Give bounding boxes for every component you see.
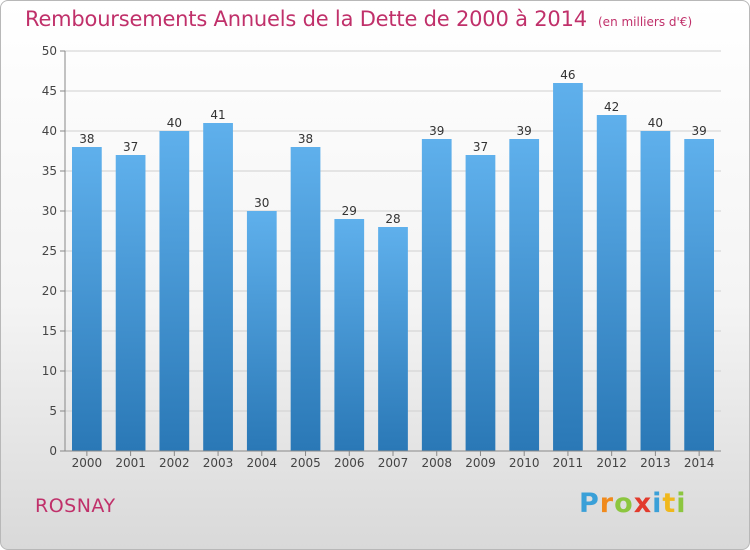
data-label: 39: [429, 124, 444, 138]
data-label: 37: [473, 140, 488, 154]
data-label: 39: [517, 124, 532, 138]
bar: [290, 147, 321, 451]
data-label: 42: [604, 100, 619, 114]
x-tick-label: 2009: [465, 456, 496, 470]
bar: [596, 115, 627, 451]
y-tick-label: 5: [49, 404, 57, 418]
logo-letter: r: [599, 488, 615, 519]
proxiti-logo[interactable]: Proxiti: [579, 488, 687, 519]
bar: [509, 139, 540, 451]
x-tick-label: 2007: [378, 456, 409, 470]
data-label: 41: [210, 108, 225, 122]
bars: [71, 83, 715, 451]
bar: [203, 123, 233, 451]
x-tick-label: 2004: [247, 456, 278, 470]
location-label: ROSNAY: [35, 495, 116, 517]
axes: 0 5 10 15 20 25 30 35 40 45 50 2000 2001 2002 2003 2004…: [42, 44, 721, 470]
logo-letter: P: [579, 488, 600, 519]
x-tick-label: 2008: [421, 456, 452, 470]
logo-letter: x: [633, 488, 653, 519]
y-tick-label: 15: [42, 324, 57, 338]
bar: [115, 155, 146, 451]
data-label: 38: [298, 132, 313, 146]
title-row: Remboursements Annuels de la Dette de 20…: [25, 7, 692, 31]
bar: [465, 155, 496, 451]
x-tick-label: 2001: [115, 456, 146, 470]
x-tick-label: 2014: [684, 456, 715, 470]
bar: [421, 139, 452, 451]
x-tick-label: 2010: [509, 456, 540, 470]
data-label: 29: [342, 204, 357, 218]
logo-letter: i: [676, 488, 687, 519]
data-label: 28: [385, 212, 400, 226]
bar: [246, 211, 277, 451]
data-label: 30: [254, 196, 269, 210]
bar: [640, 131, 671, 451]
y-tick-label: 50: [42, 44, 57, 58]
y-tick-label: 25: [42, 244, 57, 258]
bar: [159, 131, 190, 451]
data-label: 40: [648, 116, 663, 130]
bar: [71, 147, 102, 451]
logo-letter: t: [662, 488, 677, 519]
y-tick-label: 20: [42, 284, 57, 298]
chart-subtitle: (en milliers d'€): [598, 15, 693, 29]
data-label: 38: [79, 132, 94, 146]
x-tick-label: 2003: [203, 456, 234, 470]
chart-title: Remboursements Annuels de la Dette de 20…: [25, 7, 587, 31]
x-tick-label: 2000: [72, 456, 103, 470]
logo-letter: i: [652, 488, 663, 519]
data-label: 39: [691, 124, 706, 138]
bar: [553, 83, 583, 451]
data-labels: 38 37 40 41 30 38 29 28 39 37 39 46 42 40 39: [79, 68, 707, 226]
data-label: 46: [560, 68, 575, 82]
data-label: 40: [167, 116, 182, 130]
bar: [378, 227, 408, 451]
y-tick-label: 35: [42, 164, 57, 178]
data-label: 37: [123, 140, 138, 154]
x-tick-label: 2006: [334, 456, 365, 470]
x-tick-label: 2013: [640, 456, 671, 470]
x-tick-label: 2012: [596, 456, 627, 470]
y-tick-label: 45: [42, 84, 57, 98]
y-tick-label: 0: [49, 444, 57, 458]
bar: [684, 139, 715, 451]
x-tick-label: 2011: [553, 456, 584, 470]
y-tick-label: 40: [42, 124, 57, 138]
bar: [334, 219, 365, 451]
y-tick-label: 30: [42, 204, 57, 218]
logo-letter: o: [614, 488, 634, 519]
x-tick-label: 2002: [159, 456, 190, 470]
y-tick-label: 10: [42, 364, 57, 378]
x-tick-label: 2005: [290, 456, 321, 470]
